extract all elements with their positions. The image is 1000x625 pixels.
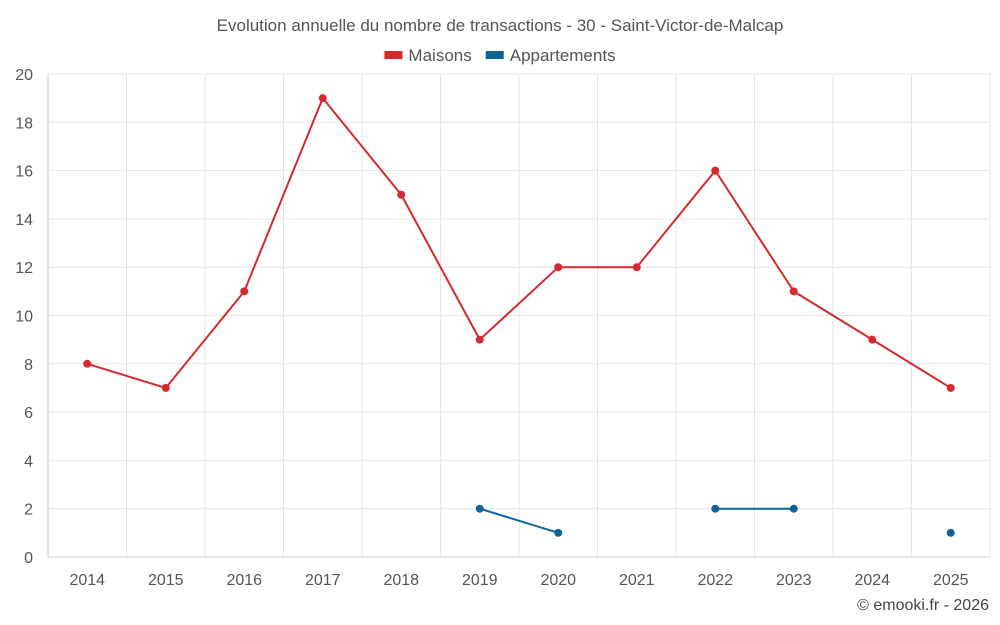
series-group [83, 94, 955, 537]
y-tick-label: 14 [15, 212, 33, 229]
data-point-maisons[interactable] [397, 190, 406, 199]
y-axis: 0 2 4 6 8 10 12 14 16 18 20 [15, 67, 33, 567]
x-tick-label: 2017 [305, 572, 341, 589]
data-point-maisons[interactable] [475, 335, 484, 344]
y-tick-label: 0 [24, 550, 33, 567]
x-axis: 2014 2015 2016 2017 2018 2019 2020 2021 2022 2023… [69, 572, 968, 589]
x-tick-label: 2014 [69, 572, 105, 589]
data-point-maisons[interactable] [161, 383, 170, 392]
y-tick-label: 18 [15, 115, 33, 132]
data-point-appartements[interactable] [475, 504, 484, 513]
x-tick-label: 2018 [383, 572, 419, 589]
y-tick-label: 20 [15, 67, 33, 84]
chart-title: Evolution annuelle du nombre de transact… [217, 16, 784, 35]
data-point-maisons[interactable] [83, 359, 92, 368]
data-point-maisons[interactable] [711, 166, 720, 175]
x-tick-label: 2021 [619, 572, 655, 589]
legend-item-maisons[interactable]: Maisons [384, 46, 472, 65]
legend-label: Appartements [510, 46, 616, 65]
data-point-appartements[interactable] [711, 504, 720, 513]
data-point-maisons[interactable] [789, 287, 798, 296]
x-tick-label: 2022 [697, 572, 733, 589]
grid-lines [47, 73, 991, 558]
series-appartements [475, 504, 955, 537]
legend-label: Maisons [408, 46, 471, 65]
data-point-maisons[interactable] [868, 335, 877, 344]
data-point-appartements[interactable] [554, 528, 563, 537]
series-line-maisons [86, 97, 952, 389]
y-tick-label: 6 [24, 405, 33, 422]
data-point-appartements[interactable] [946, 528, 955, 537]
y-tick-label: 2 [24, 502, 33, 519]
legend-swatch [384, 51, 403, 59]
x-tick-label: 2024 [854, 572, 890, 589]
data-point-appartements[interactable] [789, 504, 798, 513]
x-tick-label: 2015 [148, 572, 184, 589]
series-line-appartements [479, 507, 559, 534]
x-tick-label: 2023 [776, 572, 812, 589]
y-tick-label: 16 [15, 164, 33, 181]
data-point-maisons[interactable] [946, 383, 955, 392]
y-tick-label: 10 [15, 309, 33, 326]
data-point-maisons[interactable] [632, 263, 641, 272]
y-tick-label: 4 [24, 453, 33, 470]
x-tick-label: 2016 [226, 572, 262, 589]
legend-swatch [485, 51, 504, 59]
data-point-maisons[interactable] [318, 94, 327, 103]
y-tick-label: 12 [15, 260, 33, 277]
legend-item-appartements[interactable]: Appartements [485, 46, 616, 65]
data-point-maisons[interactable] [554, 263, 563, 272]
y-tick-label: 8 [24, 357, 33, 374]
legend: Maisons Appartements [384, 46, 616, 65]
x-tick-label: 2020 [540, 572, 576, 589]
x-tick-label: 2019 [462, 572, 498, 589]
data-point-maisons[interactable] [240, 287, 249, 296]
x-tick-label: 2025 [933, 572, 969, 589]
credit-text: © emooki.fr - 2026 [857, 597, 989, 614]
series-maisons [83, 94, 955, 392]
